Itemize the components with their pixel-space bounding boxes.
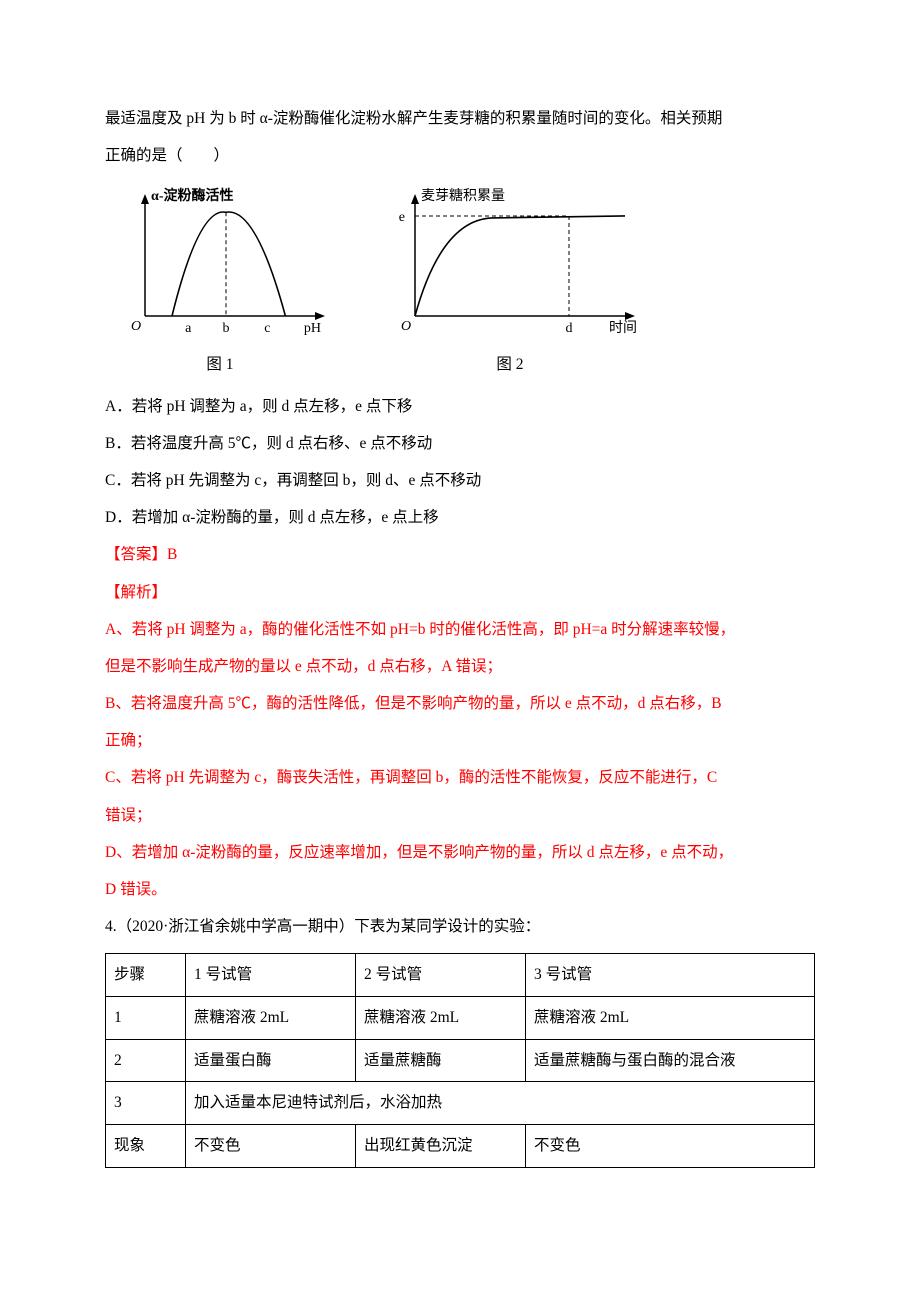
intro-line2: 正确的是（ ）	[105, 137, 815, 174]
explain-d1: D、若增加 α-淀粉酶的量，反应速率增加，但是不影响产物的量，所以 d 点左移，…	[105, 834, 815, 871]
svg-text:O: O	[401, 319, 411, 334]
table-header: 1 号试管	[186, 954, 356, 997]
option-c: C．若将 pH 先调整为 c，再调整回 b，则 d、e 点不移动	[105, 462, 815, 499]
explain-a2: 但是不影响生成产物的量以 e 点不动，d 点右移，A 错误；	[105, 648, 815, 685]
chart2-svg: e d 时间 麦芽糖积累量 O	[375, 184, 645, 344]
table-cell: 加入适量本尼迪特试剂后，水浴加热	[186, 1082, 815, 1125]
chart2-block: e d 时间 麦芽糖积累量 O 图 2	[375, 184, 645, 383]
svg-text:O: O	[131, 319, 141, 334]
table-cell: 出现红黄色沉淀	[356, 1125, 526, 1168]
explain-b2: 正确；	[105, 722, 815, 759]
explain-a1: A、若将 pH 调整为 a，酶的催化活性不如 pH=b 时的催化活性高，即 pH…	[105, 611, 815, 648]
table-cell: 不变色	[186, 1125, 356, 1168]
table-row: 1 蔗糖溶液 2mL 蔗糖溶液 2mL 蔗糖溶液 2mL	[106, 997, 815, 1040]
chart1-caption: 图 1	[206, 346, 233, 383]
svg-text:d: d	[566, 321, 573, 336]
svg-text:c: c	[264, 321, 270, 336]
explain-d2: D 错误。	[105, 871, 815, 908]
table-cell: 蔗糖溶液 2mL	[186, 997, 356, 1040]
q4-intro: 4.（2020·浙江省余姚中学高一期中）下表为某同学设计的实验：	[105, 908, 815, 945]
svg-text:a: a	[185, 321, 192, 336]
explain-b1: B、若将温度升高 5℃，酶的活性降低，但是不影响产物的量，所以 e 点不动，d …	[105, 685, 815, 722]
chart1-block: a b c pH α-淀粉酶活性 O 图 1	[105, 184, 335, 383]
table-header: 2 号试管	[356, 954, 526, 997]
chart2-caption: 图 2	[496, 346, 523, 383]
intro-line1: 最适温度及 pH 为 b 时 α-淀粉酶催化淀粉水解产生麦芽糖的积累量随时间的变…	[105, 100, 815, 137]
table-cell: 蔗糖溶液 2mL	[356, 997, 526, 1040]
table-row: 3 加入适量本尼迪特试剂后，水浴加热	[106, 1082, 815, 1125]
table-cell: 适量蔗糖酶与蛋白酶的混合液	[526, 1039, 815, 1082]
answer: 【答案】B	[105, 536, 815, 573]
explain-header: 【解析】	[105, 574, 815, 611]
table-cell: 1	[106, 997, 186, 1040]
table-cell: 蔗糖溶液 2mL	[526, 997, 815, 1040]
table-row: 现象 不变色 出现红黄色沉淀 不变色	[106, 1125, 815, 1168]
svg-text:b: b	[223, 321, 230, 336]
explain-c1: C、若将 pH 先调整为 c，酶丧失活性，再调整回 b，酶的活性不能恢复，反应不…	[105, 759, 815, 796]
table-cell: 现象	[106, 1125, 186, 1168]
charts-row: a b c pH α-淀粉酶活性 O 图 1 e d 时间 麦芽糖积累量 O 图 2	[105, 184, 815, 383]
table-cell: 不变色	[526, 1125, 815, 1168]
experiment-table: 步骤 1 号试管 2 号试管 3 号试管 1 蔗糖溶液 2mL 蔗糖溶液 2mL…	[105, 953, 815, 1167]
svg-text:e: e	[399, 210, 405, 225]
svg-text:时间: 时间	[609, 320, 637, 336]
svg-text:麦芽糖积累量: 麦芽糖积累量	[421, 188, 505, 204]
table-row: 2 适量蛋白酶 适量蔗糖酶 适量蔗糖酶与蛋白酶的混合液	[106, 1039, 815, 1082]
option-a: A．若将 pH 调整为 a，则 d 点左移，e 点下移	[105, 388, 815, 425]
table-cell: 适量蔗糖酶	[356, 1039, 526, 1082]
table-cell: 适量蛋白酶	[186, 1039, 356, 1082]
table-header: 3 号试管	[526, 954, 815, 997]
option-b: B．若将温度升高 5℃，则 d 点右移、e 点不移动	[105, 425, 815, 462]
option-d: D．若增加 α-淀粉酶的量，则 d 点左移，e 点上移	[105, 499, 815, 536]
svg-text:pH: pH	[304, 321, 321, 336]
table-header: 步骤	[106, 954, 186, 997]
chart1-svg: a b c pH α-淀粉酶活性 O	[105, 184, 335, 344]
table-cell: 2	[106, 1039, 186, 1082]
svg-text:α-淀粉酶活性: α-淀粉酶活性	[151, 187, 233, 204]
explain-c2: 错误；	[105, 797, 815, 834]
table-cell: 3	[106, 1082, 186, 1125]
table-row: 步骤 1 号试管 2 号试管 3 号试管	[106, 954, 815, 997]
